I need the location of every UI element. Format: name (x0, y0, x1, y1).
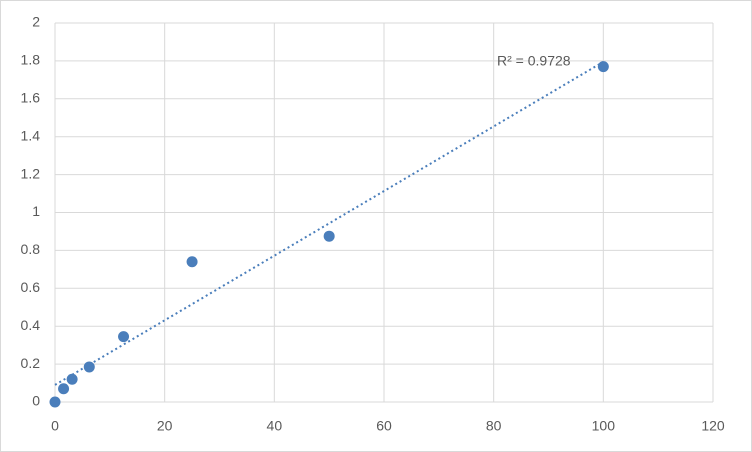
x-tick-label: 60 (376, 418, 392, 434)
y-tick-label: 2 (32, 14, 40, 30)
data-point (118, 331, 130, 343)
data-point (66, 373, 78, 385)
y-tick-label: 1 (32, 203, 40, 219)
data-point (323, 230, 335, 242)
y-tick-label: 1.2 (21, 165, 41, 181)
y-tick-label: 0 (32, 393, 40, 409)
data-point (58, 383, 70, 395)
trendline (54, 60, 604, 386)
x-tick-label: 20 (157, 418, 173, 434)
x-tick-label: 100 (592, 418, 616, 434)
x-tick-label: 120 (701, 418, 725, 434)
x-tick-label: 80 (486, 418, 502, 434)
x-tick-label: 40 (267, 418, 283, 434)
r-squared-label: R² = 0.9728 (497, 53, 571, 69)
data-point (83, 361, 95, 373)
data-point (597, 61, 609, 73)
y-tick-label: 0.6 (21, 279, 41, 295)
y-tick-label: 1.4 (21, 127, 41, 143)
y-tick-label: 1.6 (21, 90, 41, 106)
data-point (186, 256, 198, 268)
y-tick-label: 0.8 (21, 241, 41, 257)
y-tick-label: 0.4 (21, 317, 41, 333)
x-tick-label: 0 (51, 418, 59, 434)
y-tick-label: 1.8 (21, 52, 41, 68)
y-tick-label: 0.2 (21, 355, 41, 371)
data-point (49, 396, 61, 408)
